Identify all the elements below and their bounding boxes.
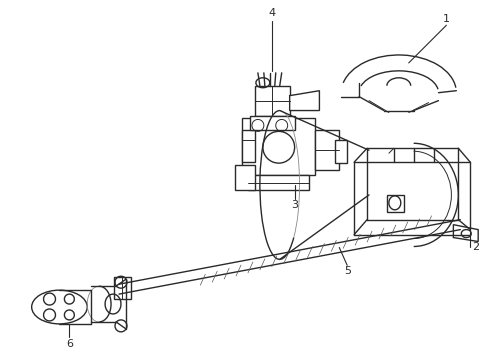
Text: 1: 1 xyxy=(443,14,450,24)
Polygon shape xyxy=(387,195,404,212)
Polygon shape xyxy=(248,175,310,190)
Polygon shape xyxy=(335,140,347,163)
Polygon shape xyxy=(453,225,478,242)
Polygon shape xyxy=(250,116,294,130)
Polygon shape xyxy=(255,86,290,116)
Polygon shape xyxy=(235,165,255,190)
Polygon shape xyxy=(242,130,255,162)
Text: 5: 5 xyxy=(343,266,351,276)
Text: 4: 4 xyxy=(268,8,275,18)
Polygon shape xyxy=(242,118,316,175)
Text: 6: 6 xyxy=(66,339,73,349)
Polygon shape xyxy=(316,130,339,170)
Text: 3: 3 xyxy=(291,200,298,210)
Text: 2: 2 xyxy=(472,243,479,252)
Polygon shape xyxy=(114,277,131,299)
Polygon shape xyxy=(290,91,319,111)
